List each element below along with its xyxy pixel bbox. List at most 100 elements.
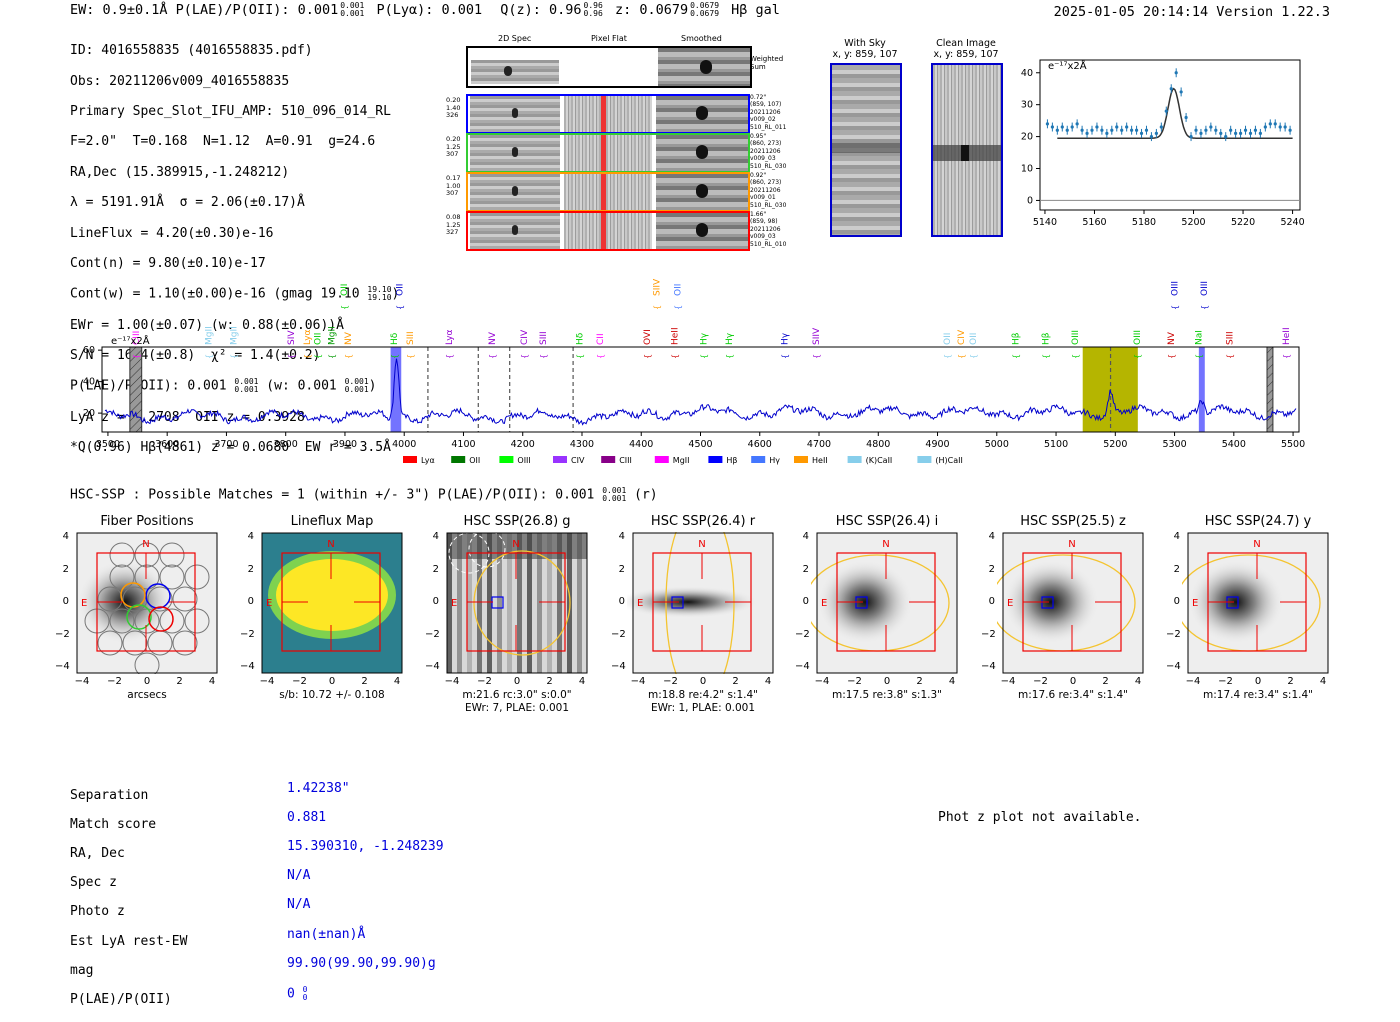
spectrum-line-label: Hγ { [700,332,710,359]
header-qz-sup: 0.96 [583,1,603,10]
spectrum-line-label-text: SIIV [653,278,663,296]
spectrum-line-label: OII { [969,333,979,359]
zoom-data-point [1283,125,1287,129]
header-z: z: 0.0679 [614,2,689,18]
panel-xtick-label: −2 [1033,676,1048,687]
cutout-row-left-labels: 0.20 1.25 307 [446,135,466,159]
match-value-mag: 99.90(99.90,99.90)g [287,955,436,971]
spectrum-line-label-bracket: { [520,354,529,359]
cutout-row-frame [466,133,750,173]
spectrum-line-label-text: OII [943,333,953,345]
cutout-row-right-value: 510_RL_010 [750,240,787,248]
spectrum-line-label-bracket: { [287,354,296,359]
zoom-data-point [1110,128,1114,132]
spectrum-ytick-label: 60 [83,345,95,356]
panel-caption: m:17.5 re:3.8" s:1.3" [832,689,942,701]
g-band-stripe [477,533,482,673]
g-band-stripe [517,533,522,673]
spectrum-line-label-text: SIII [539,331,549,345]
panel-ytick-label: 4 [1173,531,1180,542]
panel-xtick-label: −4 [814,676,830,687]
spectrum-line-label-text: Hγ [700,332,710,345]
spectrum-line-label-bracket: { [596,354,605,359]
zoom-data-point [1085,131,1089,136]
g-band-stripe [527,533,532,673]
zoom-data-point [1219,131,1223,136]
g-band-stripe [507,533,512,673]
detail-obs: Obs: 20211206v009_4016558835 [70,73,290,89]
spectrum-line-label-text: MgII [230,326,240,345]
weighted-sum-label: Weighted Sum [750,55,784,71]
panel-xtick-label: 4 [948,676,956,687]
zoom-data-point [1179,90,1183,94]
detail-cont-w: Cont(w) = 1.10(±0.00)e-16 (gmag 19.10 19… [70,285,400,303]
match-label-separation: Separation [70,787,149,803]
zoom-data-point [1120,128,1124,132]
spectrum-line-label-text: Lyα [445,329,455,345]
spectrum-legend-swatch [751,456,766,463]
spectrum-line-label-text: OII [396,284,406,296]
spectrum-line-label-text: NV [344,331,354,345]
spectrum-line-label-text: CIII [132,331,142,345]
spectrum-legend-swatch [601,456,616,463]
spectrum-line-label: Lyα { [445,329,455,359]
east-label: E [1192,598,1198,609]
cutout-row-right-value: 20211206 [750,108,781,116]
detail-radec: RA,Dec (15.389915,-1.248212) [70,164,290,180]
fiber-circle [134,564,160,590]
spectrum-xtick-label: 4000 [392,439,416,450]
cutout-row-bad-column [601,96,606,132]
zoom-data-point [1229,128,1233,132]
spectrum-line-label-text: OII [969,333,979,345]
panel-xtick-label: 2 [546,676,553,687]
panel-frame [816,532,958,674]
east-label: E [81,598,87,609]
header-qz-sub: 0.96 [583,9,603,18]
spectrum-line-label-bracket: { [700,354,709,359]
spectrum-xtick-label: 4400 [629,439,653,450]
cutout-row-left-value: 0.20 [446,96,461,104]
zoom-data-point [1288,128,1292,132]
cutout-row-left-value: 307 [446,150,459,158]
spectrum-line-label-bracket: { [205,354,214,359]
panel-ytick-label: 4 [802,531,809,542]
galaxy-light [1003,560,1099,644]
fiber-circle [109,542,135,568]
panel-ytick-label: 0 [247,596,254,607]
zoom-unit: e⁻¹⁷x2Å [1048,61,1087,72]
spectrum-xtick-label: 3700 [214,439,238,450]
match-label-radec: RA, Dec [70,845,125,861]
panel-ytick-label: −2 [240,628,255,640]
match-label-specz: Spec z [70,875,117,891]
panel-caption: m:17.4 re:3.4" s:1.4" [1203,689,1313,701]
panel-image: NE [627,532,774,674]
spectrum-line-label-bracket: { [327,354,336,359]
cutout-row-flat [564,135,652,171]
panel-ytick-label: 0 [618,596,625,607]
cutout-row-right-value: v009_02 [750,116,776,124]
spectrum-line-label-bracket: { [1171,305,1180,310]
detail-id: ID: 4016558835 (4016558835.pdf) [70,43,313,59]
panel-caption-2: EWr: 7, PLAE: 0.001 [464,702,570,714]
hsc-title-tail: (r) [634,487,658,503]
panel-ytick-label: 4 [988,531,995,542]
zoom-data-point [1065,128,1069,132]
spectrum-line-label-bracket: { [1041,354,1050,359]
zoom-data-point [1234,131,1238,136]
panel-ytick-label: 0 [432,596,439,607]
spectrum-line-label-bracket: { [1194,354,1203,359]
spectrum-line-label-text: NV [1167,331,1177,345]
detail-plae-w: (w: 0.001 [266,378,337,394]
panel-frame [1187,532,1329,674]
cutout-row-right-labels: 0.92" (860, 273) 20211206 v009_01 510_RL_030 [750,172,796,209]
spectrum-line-label: MgII { [327,326,337,359]
spectrum-xtick-label: 4600 [748,439,772,450]
match-label-photoz: Photo z [70,904,125,920]
cutout-row-right-labels: 1.66" (859, 98) 20211206 v009_03 510_RL_010 [750,211,796,248]
g-band-stripe [547,533,552,673]
clean-title: Clean Image [936,38,996,49]
zoom-data-point [1149,134,1154,139]
spectrum-legend-swatch [403,456,417,463]
imaging-panels: Fiber Positions N E 4 2 0 −2 −4 −4 −2 0 2 4 arcsecs Li… [0,510,1400,740]
aperture-ellipse [473,550,571,656]
